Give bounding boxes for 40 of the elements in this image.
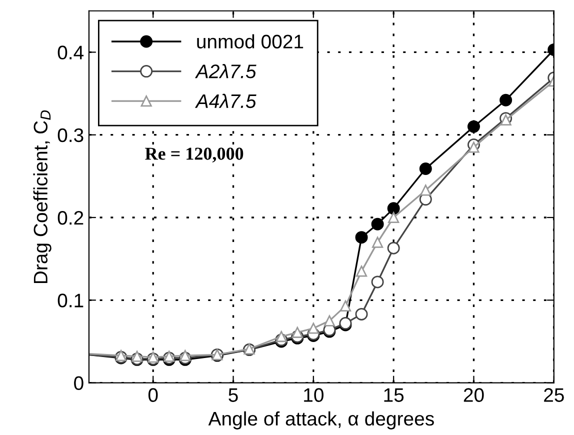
point [420,184,432,196]
point [419,162,432,175]
point [355,231,368,244]
annotation: Re = 120,000 [145,148,244,162]
x-tick-label: 0 [148,388,158,402]
point [387,242,400,254]
y-tick-label: 0.4 [58,46,84,60]
point [132,350,143,362]
point [164,350,175,362]
x-tick-label: 5 [228,388,238,402]
point [468,120,480,133]
point [276,330,287,342]
point [340,300,352,312]
point [387,202,400,215]
point [388,212,400,224]
x-tick-label: 25 [544,388,564,402]
y-tick-label: 0.3 [58,128,84,142]
point [308,322,319,334]
point [500,94,512,106]
point [468,142,480,153]
point [355,308,368,320]
x-tick-label: 10 [304,388,324,402]
point [372,236,384,248]
y-tick-label: 0.1 [58,294,84,308]
legend-label: A2λ7.5 [194,64,256,78]
point [371,218,384,230]
x-tick-label: 20 [464,388,484,402]
legend-label: unmod 0021 [197,34,304,48]
point [371,276,384,288]
point [180,350,191,362]
point [324,315,336,326]
point [292,326,303,338]
legend-label: A4λ7.5 [194,94,256,108]
y-tick-label: 0.2 [58,210,84,225]
point [148,352,159,363]
y-axis-title: Drag Coefficient, C$_{D}$ [33,110,52,284]
point [356,266,368,277]
x-tick-label: 15 [384,388,404,402]
y-tick-label: 0 [74,376,84,390]
x-axis-title: Angle of attack, α degrees [208,411,434,430]
